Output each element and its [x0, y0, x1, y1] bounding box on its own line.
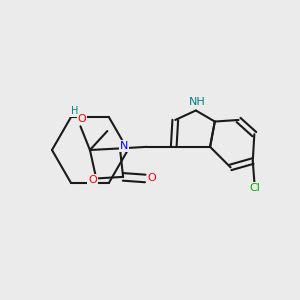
Text: Cl: Cl: [250, 183, 261, 193]
Text: H: H: [71, 106, 78, 116]
Text: N: N: [120, 141, 128, 151]
Text: O: O: [78, 114, 86, 124]
Text: O: O: [88, 175, 97, 185]
Text: O: O: [148, 173, 157, 184]
Text: NH: NH: [189, 97, 206, 106]
